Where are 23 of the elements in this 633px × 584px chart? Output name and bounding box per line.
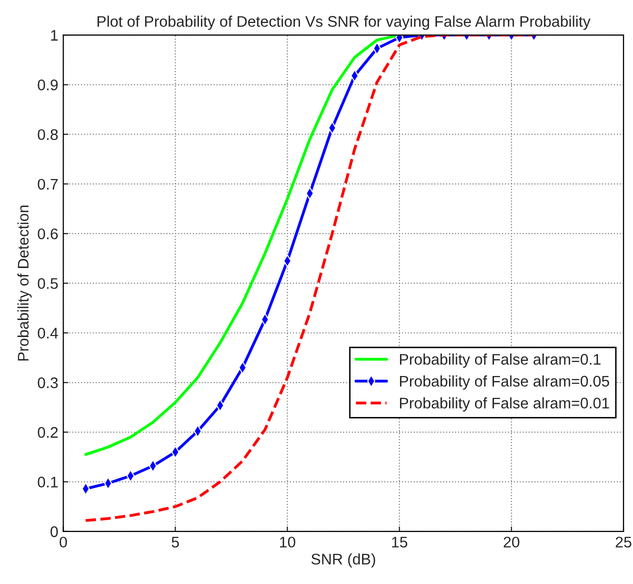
y-tick-label: 0.4 (38, 328, 58, 339)
y-tick-label: 0.2 (38, 427, 58, 438)
x-axis-title: SNR (dB) (311, 553, 376, 568)
legend-label: Probability of False alram=0.01 (400, 397, 610, 412)
x-tick-label: 15 (392, 536, 408, 548)
x-tick-label: 25 (616, 536, 632, 548)
x-tick-label: 10 (280, 536, 296, 548)
x-tick-label: 20 (504, 536, 520, 548)
chart-title: Plot of Probability of Detection Vs SNR for vaying False Alarm Probability (98, 16, 590, 30)
y-tick-label: 0.1 (38, 476, 58, 488)
x-tick-label: 0 (60, 536, 67, 548)
y-tick-label: 0.5 (38, 278, 58, 289)
x-tick-label: 5 (172, 536, 179, 548)
legend-label: Probability of False alram=0.1 (400, 354, 601, 368)
y-tick-label: 0.8 (38, 129, 58, 140)
y-tick-label: 0.7 (38, 178, 58, 190)
y-axis-title: Probability of Detection (17, 206, 32, 361)
y-tick-label: 0.6 (38, 228, 58, 240)
legend-label: Probability of False alram=0.05 (400, 375, 610, 390)
y-tick-label: 1 (51, 30, 58, 41)
y-tick-label: 0.9 (38, 80, 58, 90)
y-tick-label: 0.3 (38, 377, 58, 388)
y-tick-label: 0 (50, 526, 58, 538)
